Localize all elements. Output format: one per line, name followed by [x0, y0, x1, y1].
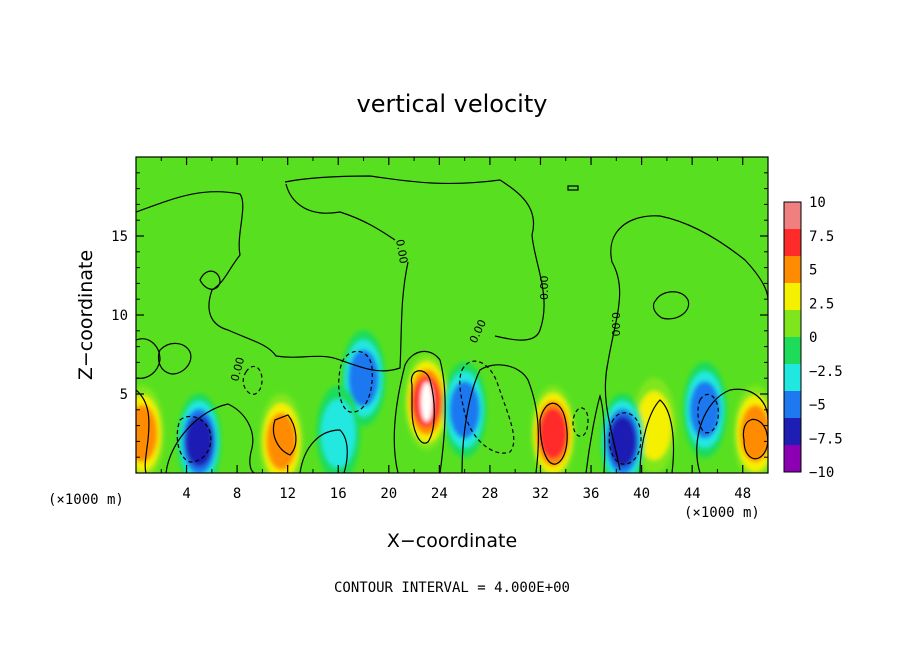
- contour-line: [539, 402, 568, 465]
- contour-line: [604, 215, 768, 471]
- contour-line: [639, 399, 675, 473]
- x-tick-label: 4: [182, 486, 190, 502]
- downdraft-region: [608, 416, 637, 467]
- x-tick-label: 32: [532, 486, 549, 502]
- x-tick-label: 44: [684, 486, 701, 502]
- x-tick-label: 12: [279, 486, 296, 502]
- contour-label: 0.00: [228, 356, 247, 383]
- colorbar-label: 2.5: [809, 296, 834, 312]
- x-tick-label: 40: [633, 486, 650, 502]
- colorbar-swatch: [784, 364, 801, 392]
- contour-lines: [136, 175, 768, 473]
- x-unit-right: (×1000 m): [684, 505, 760, 521]
- contour-label: 0.00: [538, 276, 551, 301]
- colorbar-label: −5: [809, 398, 826, 414]
- x-tick-label: 28: [481, 486, 498, 502]
- colorbar-swatch: [784, 202, 801, 230]
- contour-line: [338, 350, 373, 413]
- y-tick-label: 5: [120, 387, 128, 403]
- plot-area: 0.00 0.00 0.00 0.00 0.00: [136, 157, 768, 473]
- colorbar-label: −10: [809, 465, 834, 481]
- x-tick-label: 20: [380, 486, 397, 502]
- contour-line: [136, 389, 150, 473]
- contour-line: [176, 415, 212, 463]
- colorbar-swatch: [784, 391, 801, 419]
- downdraft-region: [689, 381, 720, 439]
- y-axis: 5 10 15: [111, 172, 768, 458]
- colorbar-label: 0: [809, 330, 817, 346]
- colorbar-swatch: [784, 310, 801, 338]
- contour-interval-note: CONTOUR INTERVAL = 4.000E+00: [334, 580, 570, 596]
- contour-line: [572, 407, 589, 437]
- y-tick-label: 10: [111, 308, 128, 324]
- x-tick-label: 16: [330, 486, 347, 502]
- contour-line: [136, 338, 161, 379]
- updraft-region: [539, 408, 568, 459]
- contour-line: [742, 418, 768, 460]
- contour-label: 0.00: [393, 238, 410, 264]
- x-axis-label: X−coordinate: [387, 530, 517, 552]
- colorbar-label: −7.5: [809, 431, 843, 447]
- contour-line: [284, 175, 545, 341]
- contour-line: [272, 414, 297, 456]
- x-tick-label: 36: [583, 486, 600, 502]
- contour-line: [459, 360, 515, 454]
- contour-line: [410, 370, 435, 444]
- contour-line: [461, 364, 539, 473]
- contour-labels: 0.00 0.00 0.00 0.00 0.00: [228, 238, 622, 383]
- colorbar-label: 5: [809, 263, 817, 279]
- contour-line: [299, 429, 348, 473]
- colorbar-frame: [783, 201, 802, 473]
- downdraft-region: [321, 399, 356, 468]
- colorbar: 10 7.5 5 2.5 0 −2.5 −5 −7.5 −10: [783, 195, 843, 481]
- updraft-region: [637, 391, 672, 460]
- contour-line: [165, 403, 255, 473]
- updraft-core: [420, 381, 433, 422]
- colorbar-label: 10: [809, 195, 826, 211]
- contour-line: [157, 342, 192, 375]
- contour-line: [567, 185, 579, 191]
- chart-title: vertical velocity: [357, 90, 548, 118]
- y-tick-label: 15: [111, 229, 128, 245]
- contour-line: [136, 191, 409, 372]
- x-axis: 4 8 12 16 20 24 28 32 36 40 44 48: [160, 157, 751, 502]
- colorbar-swatch: [784, 418, 801, 446]
- x-tick-label: 8: [233, 486, 241, 502]
- colorbar-swatch: [784, 445, 801, 473]
- x-unit-left: (×1000 m): [48, 492, 124, 508]
- contour-line: [199, 270, 221, 290]
- colorbar-swatch: [784, 229, 801, 257]
- downdraft-region: [449, 381, 480, 439]
- y-axis-label: Z−coordinate: [75, 250, 97, 380]
- contour-line: [608, 412, 642, 465]
- colorbar-label: 7.5: [809, 229, 834, 245]
- contour-line: [652, 291, 690, 320]
- contour-label: 0.00: [609, 312, 622, 337]
- downdraft-region: [348, 349, 379, 407]
- x-tick-label: 24: [431, 486, 448, 502]
- contour-line: [697, 393, 719, 434]
- colorbar-label: −2.5: [809, 364, 843, 380]
- contour-line: [393, 350, 446, 473]
- downdraft-region: [185, 416, 214, 467]
- colorbar-swatch: [784, 283, 801, 311]
- updraft-region: [740, 404, 768, 463]
- colorbar-swatch: [784, 256, 801, 284]
- contour-line: [285, 183, 396, 241]
- contour-line: [696, 388, 768, 473]
- contour-line: [585, 393, 606, 473]
- colorbar-swatch: [784, 337, 801, 365]
- x-tick-label: 48: [734, 486, 751, 502]
- updraft-region: [136, 404, 158, 463]
